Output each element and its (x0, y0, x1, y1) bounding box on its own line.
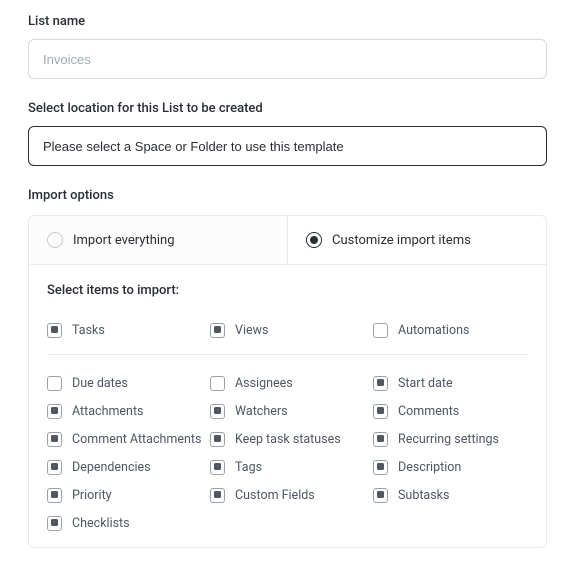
checkbox-icon (210, 488, 225, 503)
checkbox-label: Checklists (72, 516, 130, 531)
checkbox-label: Tags (235, 460, 262, 475)
checkbox-col-3: Start date Comments Recurring settings Desc… (373, 369, 528, 537)
checkbox-attachments[interactable]: Attachments (47, 397, 202, 425)
checkbox-icon (47, 460, 62, 475)
list-name-label: List name (28, 14, 547, 29)
checkbox-col: Tasks (47, 316, 202, 344)
checkbox-comment_attachments[interactable]: Comment Attachments (47, 425, 202, 453)
checkbox-comments[interactable]: Comments (373, 397, 528, 425)
checkbox-label: Comments (398, 404, 459, 419)
checkbox-tasks[interactable]: Tasks (47, 316, 202, 344)
checkbox-icon (373, 460, 388, 475)
checkbox-recurring_settings[interactable]: Recurring settings (373, 425, 528, 453)
top-checkbox-row: Tasks Views Automations (47, 316, 528, 344)
checkbox-col: Views (210, 316, 365, 344)
checkbox-custom_fields[interactable]: Custom Fields (210, 481, 365, 509)
checkbox-icon (210, 432, 225, 447)
radio-label: Import everything (73, 233, 175, 248)
checkbox-start_date[interactable]: Start date (373, 369, 528, 397)
checkbox-icon (373, 404, 388, 419)
checkbox-assignees[interactable]: Assignees (210, 369, 365, 397)
checkbox-icon (373, 376, 388, 391)
checkbox-icon (210, 323, 225, 338)
checkbox-label: Tasks (72, 323, 105, 338)
checkbox-label: Attachments (72, 404, 144, 419)
radio-icon (306, 232, 322, 248)
import-items-body: Select items to import: Tasks Views Automa… (29, 265, 546, 547)
import-mode-radio-group: Import everything Customize import items (29, 216, 546, 265)
checkbox-checklists[interactable]: Checklists (47, 509, 202, 537)
import-options-panel: Import everything Customize import items… (28, 215, 547, 548)
checkbox-dependencies[interactable]: Dependencies (47, 453, 202, 481)
checkbox-icon (373, 432, 388, 447)
checkbox-label: Automations (398, 323, 469, 338)
radio-label: Customize import items (332, 233, 471, 248)
select-location-button[interactable]: Please select a Space or Folder to use t… (28, 126, 547, 166)
checkbox-icon (373, 488, 388, 503)
checkbox-label: Priority (72, 488, 112, 503)
checkbox-icon (47, 376, 62, 391)
divider (47, 354, 528, 355)
checkbox-label: Description (398, 460, 461, 475)
checkbox-label: Recurring settings (398, 432, 499, 447)
checkbox-icon (47, 516, 62, 531)
checkbox-label: Start date (398, 376, 453, 391)
checkbox-subtasks[interactable]: Subtasks (373, 481, 528, 509)
checkbox-views[interactable]: Views (210, 316, 365, 344)
checkbox-col-1: Due dates Attachments Comment Attachments D… (47, 369, 202, 537)
checkbox-icon (210, 404, 225, 419)
checkbox-label: Watchers (235, 404, 288, 419)
checkbox-grid: Due dates Attachments Comment Attachments D… (47, 369, 528, 537)
import-options-label: Import options (28, 188, 547, 203)
checkbox-label: Due dates (72, 376, 128, 391)
checkbox-icon (210, 460, 225, 475)
checkbox-icon (47, 404, 62, 419)
checkbox-keep_task_statuses[interactable]: Keep task statuses (210, 425, 365, 453)
checkbox-due_dates[interactable]: Due dates (47, 369, 202, 397)
radio-icon (47, 232, 63, 248)
checkbox-label: Dependencies (72, 460, 151, 475)
checkbox-label: Comment Attachments (72, 432, 201, 447)
location-label: Select location for this List to be crea… (28, 101, 547, 116)
checkbox-col-2: Assignees Watchers Keep task statuses Tags C… (210, 369, 365, 537)
checkbox-col: Automations (373, 316, 528, 344)
checkbox-description[interactable]: Description (373, 453, 528, 481)
checkbox-label: Custom Fields (235, 488, 315, 503)
checkbox-priority[interactable]: Priority (47, 481, 202, 509)
checkbox-automations[interactable]: Automations (373, 316, 528, 344)
checkbox-icon (47, 488, 62, 503)
checkbox-watchers[interactable]: Watchers (210, 397, 365, 425)
radio-import-everything[interactable]: Import everything (29, 216, 288, 264)
list-name-input[interactable] (28, 39, 547, 79)
checkbox-label: Keep task statuses (235, 432, 341, 447)
checkbox-label: Views (235, 323, 268, 338)
checkbox-icon (210, 376, 225, 391)
checkbox-label: Subtasks (398, 488, 449, 503)
checkbox-icon (47, 432, 62, 447)
checkbox-icon (373, 323, 388, 338)
checkbox-tags[interactable]: Tags (210, 453, 365, 481)
checkbox-label: Assignees (235, 376, 293, 391)
checkbox-icon (47, 323, 62, 338)
radio-customize-import[interactable]: Customize import items (288, 216, 546, 264)
select-items-title: Select items to import: (47, 283, 528, 298)
